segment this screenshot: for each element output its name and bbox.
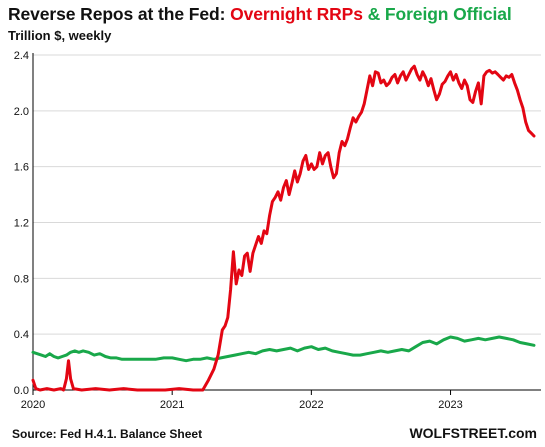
title-amp-part: & [362,4,385,24]
y-tick-label: 0.4 [14,329,29,341]
series-line-foreign-official [31,335,536,363]
y-tick-label: 0.0 [14,385,29,397]
series-lines [31,64,536,392]
chart-title: Reverse Repos at the Fed: Overnight RRPs… [8,4,512,25]
tick-labels: 0.0 0.4 0.8 1.2 1.6 2.0 2.4 2020 2021 2022 2023 [14,50,463,411]
y-tick-label: 2.0 [14,106,29,118]
series-line-overnight-rrps [31,64,536,392]
y-tick-label: 2.4 [14,50,29,62]
chart-subtitle: Trillion $, weekly [8,28,112,43]
x-tick-label: 2023 [438,399,462,411]
y-tick-label: 1.6 [14,162,29,174]
y-tick-label: 1.2 [14,218,29,230]
brand-logo-text: WOLFSTREET.com [409,425,537,441]
title-rrp-part: Overnight RRPs [230,4,363,24]
x-tick-label: 2020 [21,399,45,411]
title-foreign-part: Foreign Official [384,4,512,24]
title-black-part: Reverse Repos at the Fed: [8,4,231,24]
source-note: Source: Fed H.4.1. Balance Sheet [12,427,203,441]
y-tick-label: 0.8 [14,273,29,285]
x-tick-label: 2022 [299,399,323,411]
x-tick-label: 2021 [160,399,184,411]
grid-lines [33,54,541,335]
axes [32,53,541,395]
